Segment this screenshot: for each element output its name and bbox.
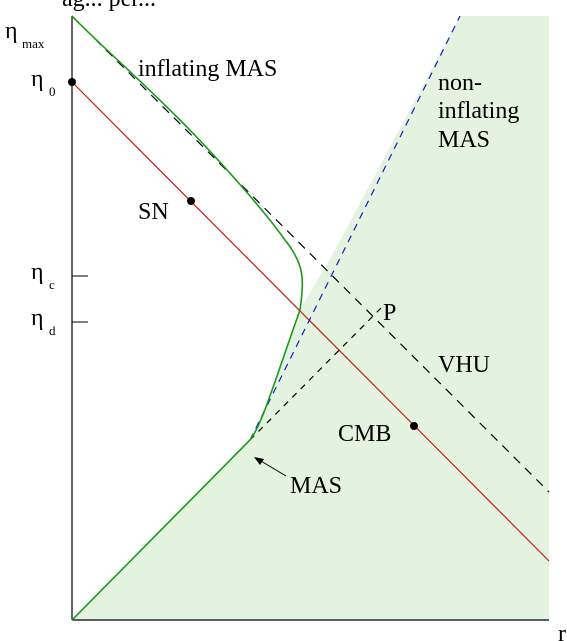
- vhu-label: VHU: [438, 352, 490, 378]
- eta-zero-symbol: η: [31, 66, 44, 92]
- mas-curve: [71, 15, 304, 621]
- mas-arrow-head: [254, 457, 264, 465]
- eta-zero-subscript: 0: [49, 84, 56, 99]
- sn-label: SN: [138, 199, 169, 225]
- sn-point: [187, 197, 195, 205]
- cmb-label: CMB: [338, 421, 391, 447]
- eta-c-symbol: η: [31, 259, 44, 285]
- eta-max-subscript: max: [22, 36, 45, 51]
- observer-past-light-cone: [71, 81, 550, 562]
- p-label: P: [383, 300, 396, 326]
- eta-zero-point: [68, 78, 76, 86]
- noninflating-label-line1: non-: [438, 70, 482, 96]
- eta-max-symbol: η: [5, 18, 18, 44]
- eta-d-subscript: d: [49, 323, 56, 338]
- vhu-line: [71, 15, 550, 493]
- blue-dashed-line: [249, 15, 461, 441]
- noninflating-label-line3: MAS: [438, 127, 490, 153]
- dashed-line-to-p: [249, 303, 386, 441]
- mas-label: MAS: [290, 473, 342, 499]
- r-axis-label: r: [558, 621, 566, 641]
- inflating-mas-label: inflating MAS: [138, 56, 277, 82]
- noninflating-label-line2: inflating: [438, 98, 519, 124]
- eta-c-subscript: c: [49, 277, 55, 292]
- header-fragment: ag... per...: [62, 0, 156, 12]
- cmb-point: [410, 422, 418, 430]
- eta-d-symbol: η: [31, 305, 44, 331]
